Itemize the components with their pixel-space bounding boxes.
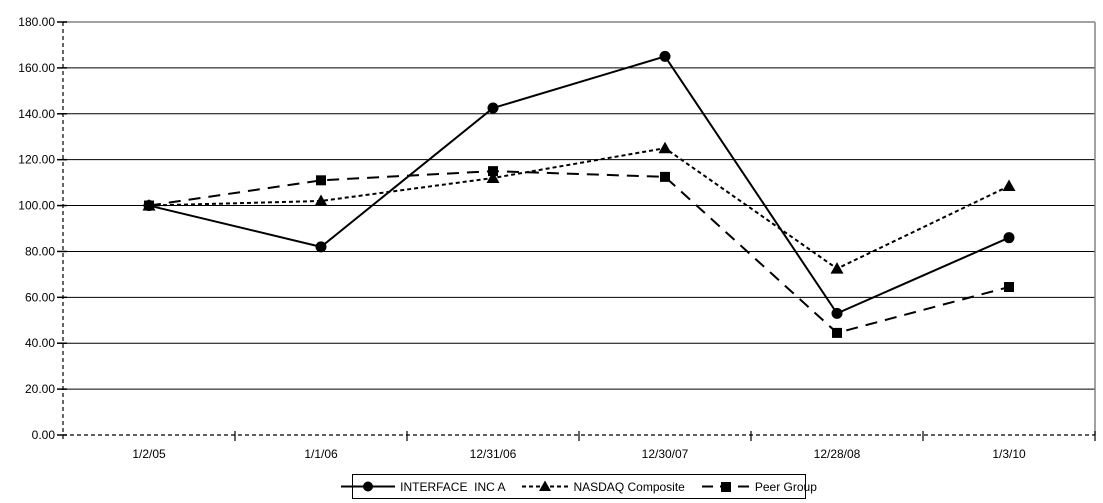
legend-item-peer: Peer Group [701,479,817,494]
legend-label-nasdaq: NASDAQ Composite [573,479,685,494]
svg-text:1/1/06: 1/1/06 [304,447,338,461]
svg-text:20.00: 20.00 [25,382,55,396]
svg-text:60.00: 60.00 [25,290,55,304]
legend-label-interface: INTERFACE INC A [400,479,506,494]
svg-text:12/31/06: 12/31/06 [470,447,517,461]
interface-series-marker-icon [341,481,396,492]
svg-text:180.00: 180.00 [18,15,55,29]
svg-text:140.00: 140.00 [18,107,55,121]
svg-text:100.00: 100.00 [18,199,55,213]
svg-text:1/3/10: 1/3/10 [992,447,1026,461]
chart-legend: INTERFACE INC A NASDAQ Composite Peer Gr… [341,474,817,499]
svg-text:40.00: 40.00 [25,336,55,350]
svg-text:1/2/05: 1/2/05 [132,447,166,461]
svg-text:12/30/07: 12/30/07 [642,447,689,461]
svg-text:12/28/08: 12/28/08 [814,447,861,461]
legend-item-interface: INTERFACE INC A [341,480,505,494]
svg-text:160.00: 160.00 [18,61,55,75]
peer-series-marker-icon [701,482,750,492]
svg-text:120.00: 120.00 [18,153,55,167]
nasdaq-series-marker-icon [522,480,569,491]
legend-item-nasdaq: NASDAQ Composite [522,479,685,494]
svg-text:0.00: 0.00 [32,428,56,442]
svg-text:80.00: 80.00 [25,244,55,258]
legend-label-peer: Peer Group [754,479,817,494]
